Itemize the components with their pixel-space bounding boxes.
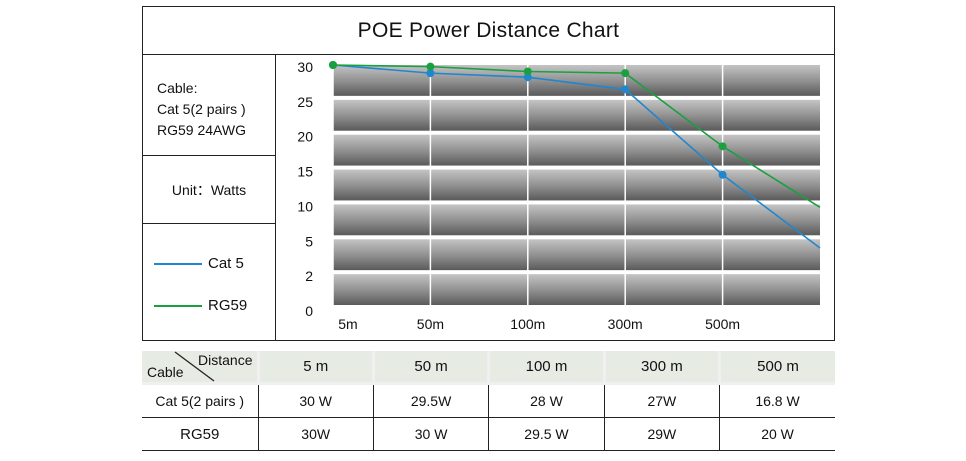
y-tick-label: 25 bbox=[297, 94, 313, 110]
data-point-cat5 bbox=[523, 73, 532, 82]
table-header-cell: 100 m bbox=[487, 351, 605, 385]
legend-swatch-cat5 bbox=[154, 262, 202, 265]
table-cell: 28 W bbox=[488, 383, 605, 418]
cable-info: Cable: Cat 5(2 pairs ) RG59 24AWG bbox=[143, 55, 275, 156]
table-header-cell: 500 m bbox=[718, 351, 835, 385]
data-point-cat5 bbox=[621, 85, 630, 94]
x-tick-label: 50m bbox=[417, 316, 444, 332]
data-point-rg59 bbox=[426, 62, 435, 71]
table-cell: 30 W bbox=[257, 383, 374, 418]
grid-band bbox=[333, 134, 820, 166]
data-point-cat5 bbox=[718, 170, 727, 179]
grid-band bbox=[333, 99, 820, 131]
table-row-label: Cat 5(2 pairs ) bbox=[142, 383, 259, 418]
data-point-rg59 bbox=[523, 67, 532, 76]
legend: Cat 5 RG59 bbox=[143, 224, 275, 340]
legend-item-cat5: Cat 5 bbox=[154, 255, 244, 272]
table-row: RG59 30W 30 W 29.5 W 29W 20 W bbox=[142, 417, 835, 451]
legend-item-rg59: RG59 bbox=[154, 297, 247, 314]
table-corner-cell: Distance Cable bbox=[142, 351, 259, 385]
x-tick-label: 500m bbox=[705, 316, 740, 332]
distance-table: Distance Cable 5 m 50 m 100 m 300 m 500 … bbox=[142, 351, 835, 451]
x-tick-label: 100m bbox=[510, 316, 545, 332]
chart-title: POE Power Distance Chart bbox=[143, 7, 834, 55]
data-point-cat5 bbox=[426, 69, 435, 78]
y-tick-label: 20 bbox=[297, 129, 313, 145]
series-line-rg59 bbox=[332, 64, 821, 209]
y-tick-label: 10 bbox=[297, 198, 313, 214]
grid-band bbox=[333, 65, 820, 96]
y-tick-label: 15 bbox=[297, 164, 313, 180]
corner-distance-label: Distance bbox=[198, 352, 253, 368]
unit-label: Unit：Watts bbox=[143, 156, 275, 224]
table-cell: 20 W bbox=[719, 417, 835, 451]
table-cell: 16.8 W bbox=[719, 383, 835, 418]
table-cell: 29W bbox=[603, 417, 721, 451]
table-cell: 30 W bbox=[372, 417, 490, 451]
grid-band bbox=[333, 169, 820, 201]
table-cell: 27W bbox=[603, 383, 721, 418]
left-panel: Cable: Cat 5(2 pairs ) RG59 24AWG Unit：W… bbox=[143, 55, 276, 340]
y-tick-label: 30 bbox=[297, 59, 313, 75]
table-row-label: RG59 bbox=[142, 417, 259, 451]
cable-label: Cable: bbox=[157, 80, 198, 96]
y-tick-label: 5 bbox=[305, 233, 313, 249]
table-header-row: Distance Cable 5 m 50 m 100 m 300 m 500 … bbox=[142, 351, 835, 385]
series-line-cat5 bbox=[332, 64, 821, 249]
data-point-rg59 bbox=[329, 61, 337, 69]
data-point-rg59 bbox=[621, 69, 630, 78]
y-tick-label: 2 bbox=[305, 268, 313, 284]
legend-label-cat5: Cat 5 bbox=[208, 255, 244, 272]
corner-cable-label: Cable bbox=[147, 364, 184, 380]
table-cell: 30W bbox=[257, 417, 374, 451]
table-row: Cat 5(2 pairs ) 30 W 29.5W 28 W 27W 16.8… bbox=[142, 383, 835, 418]
x-tick-label: 300m bbox=[608, 316, 643, 332]
grid-band bbox=[333, 204, 820, 236]
cable-type-1: Cat 5(2 pairs ) bbox=[157, 101, 246, 117]
corner-diagonal-line bbox=[174, 351, 215, 382]
table-cell: 29.5W bbox=[372, 383, 490, 418]
table-header-cell: 5 m bbox=[256, 351, 374, 385]
data-point-rg59 bbox=[718, 142, 727, 151]
table-header-cell: 300 m bbox=[602, 351, 721, 385]
table-header-cell: 50 m bbox=[371, 351, 490, 385]
table-cell: 29.5 W bbox=[488, 417, 605, 451]
legend-label-rg59: RG59 bbox=[208, 297, 248, 314]
legend-swatch-rg59 bbox=[154, 304, 202, 307]
cable-type-2: RG59 24AWG bbox=[157, 122, 246, 138]
chart-frame: POE Power Distance Chart Cable: Cat 5(2 … bbox=[142, 6, 835, 341]
grid-band bbox=[333, 239, 820, 271]
grid-band bbox=[333, 274, 820, 305]
y-tick-label: 0 bbox=[305, 303, 313, 319]
x-tick-label: 5m bbox=[338, 316, 357, 332]
